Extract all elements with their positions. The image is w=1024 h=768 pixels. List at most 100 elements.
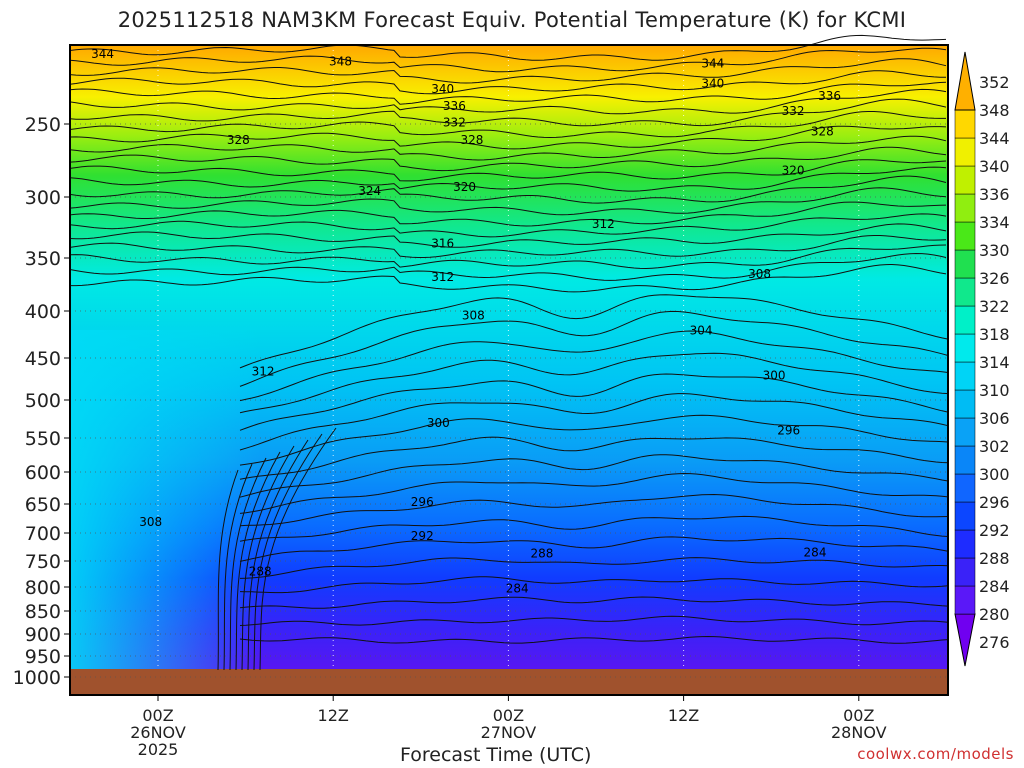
contour-label-group: 332 <box>443 115 466 129</box>
colorbar-swatch <box>954 193 976 223</box>
contour-label-group: 296 <box>777 423 800 437</box>
contour-label-group: 288 <box>531 547 554 561</box>
y-tick-label: 950 <box>25 646 61 668</box>
contour-label: 316 <box>431 236 454 250</box>
contour-label-group: 284 <box>506 581 529 595</box>
contour-line <box>69 213 947 238</box>
colorbar-swatch <box>954 417 976 447</box>
colorbar-swatch <box>954 109 976 139</box>
x-tick-label: 12Z <box>668 706 699 725</box>
contour-label: 332 <box>443 115 466 129</box>
x-tick-label: 00Z <box>493 706 524 725</box>
x-tick-label: 2025 <box>138 740 179 759</box>
x-tick-label: 27NOV <box>481 723 537 742</box>
colorbar-swatch <box>954 529 976 559</box>
contour-line <box>239 515 949 542</box>
contour-label-group: 320 <box>453 180 476 194</box>
contour-line <box>239 454 949 498</box>
colorbar-label: 330 <box>979 241 1010 260</box>
colorbar-label: 348 <box>979 101 1010 120</box>
contour-label: 312 <box>431 270 454 284</box>
colorbar-swatch <box>954 305 976 335</box>
contour-line <box>69 111 946 139</box>
contour-label: 296 <box>411 495 434 509</box>
contour-label-group: 300 <box>763 369 786 383</box>
contour-line <box>69 252 947 281</box>
colorbar-label: 292 <box>979 521 1010 540</box>
colorbar-label: 314 <box>979 353 1010 372</box>
y-tick-label: 500 <box>25 390 61 412</box>
contour-label-group: 324 <box>358 184 381 198</box>
contour-line <box>239 493 949 527</box>
contour-line <box>235 451 281 671</box>
colorbar-swatch <box>954 221 976 251</box>
colorbar-swatch <box>954 445 976 475</box>
contour-label: 328 <box>460 133 483 147</box>
contour-label: 308 <box>462 309 485 323</box>
grid-lines <box>70 45 948 678</box>
colorbar-label: 296 <box>979 493 1010 512</box>
y-tick-label: 1000 <box>13 667 61 689</box>
contour-labels: 344 348 344 340 340 336 336 332 332 328 328 328 324 3… <box>91 47 841 595</box>
contour-line <box>241 445 295 671</box>
contour-line <box>69 58 947 84</box>
contour-label: 324 <box>358 184 381 198</box>
contour-label: 320 <box>453 180 476 194</box>
colorbar-swatch <box>954 333 976 363</box>
colorbar-swatch <box>954 557 976 587</box>
contour-label: 312 <box>252 364 275 378</box>
colorbar-swatch <box>954 361 976 391</box>
y-tick-label: 450 <box>25 348 61 370</box>
contour-label: 300 <box>763 369 786 383</box>
contour-line <box>223 463 253 671</box>
x-tick-label: 00Z <box>843 706 874 725</box>
ground-fill <box>70 669 948 695</box>
contour-label-group: 308 <box>748 267 771 281</box>
contour-line <box>239 436 949 480</box>
contour-label-group: 344 <box>701 57 724 71</box>
colorbar-label: 288 <box>979 549 1010 568</box>
contour-line <box>69 34 947 61</box>
contour-label: 348 <box>329 55 352 69</box>
contour-line <box>69 98 947 127</box>
contour-line <box>69 135 947 161</box>
contour-line <box>253 433 323 671</box>
contour-label-group: 348 <box>329 55 352 69</box>
y-tick-label: 600 <box>25 462 61 484</box>
contour-label-group: 284 <box>804 546 827 560</box>
contour-line <box>239 352 949 414</box>
contour-line <box>70 263 947 293</box>
contour-label: 284 <box>506 581 529 595</box>
contour-line <box>229 457 267 671</box>
contour-line <box>239 414 949 466</box>
contour-line <box>69 175 947 204</box>
contour-label: 300 <box>427 416 450 430</box>
contour-label-group: 336 <box>818 89 841 103</box>
contour-line <box>239 373 949 431</box>
colorbar-label: 322 <box>979 297 1010 316</box>
contour-label-group: 288 <box>249 564 272 578</box>
contour-label: 340 <box>701 77 724 91</box>
contour-line <box>239 615 949 626</box>
contour-label-group: 328 <box>460 133 483 147</box>
colorbar-label: 310 <box>979 381 1010 400</box>
plot-frame <box>69 44 949 696</box>
contour-line <box>239 536 949 562</box>
contour-label: 344 <box>91 47 114 61</box>
y-tick-label: 250 <box>25 114 61 136</box>
contour-line <box>239 557 949 579</box>
contour-line <box>239 310 949 387</box>
contour-label: 336 <box>818 89 841 103</box>
contour-label-group: 320 <box>782 164 805 178</box>
colorbar-swatch <box>954 249 976 279</box>
contour-label-group: 340 <box>431 82 454 96</box>
contour-label-group: 344 <box>91 47 114 61</box>
contour-label: 288 <box>249 564 272 578</box>
y-tick-label: 350 <box>25 248 61 270</box>
y-tick-label: 550 <box>25 428 61 450</box>
colorbar-label: 336 <box>979 185 1010 204</box>
contour-label-group: 308 <box>139 515 162 529</box>
contour-label-group: 312 <box>252 364 275 378</box>
axes: 2503003504004505005506006507007508008509… <box>13 44 949 759</box>
colorbar-label: 318 <box>979 325 1010 344</box>
